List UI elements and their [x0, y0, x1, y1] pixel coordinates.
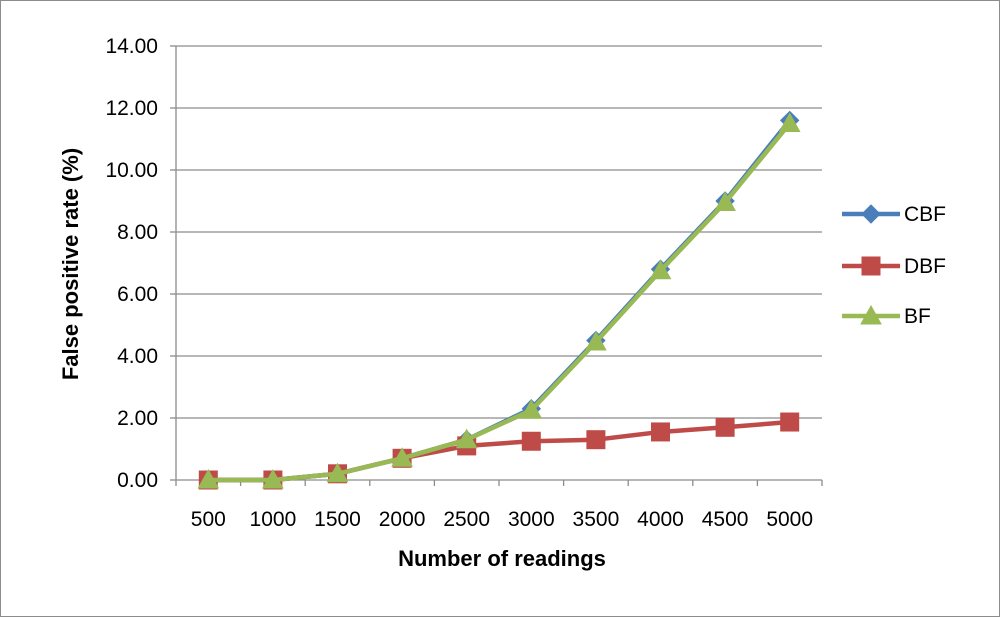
legend-marker [860, 304, 882, 325]
legend-entry-cbf: CBF [842, 203, 946, 226]
y-tick-label: 6.00 [117, 283, 158, 306]
y-tick-labels: 0.00 2.00 4.00 6.00 8.00 10.00 12.00 14.00 [105, 35, 158, 492]
data-point-bf [714, 191, 736, 212]
legend-label: BF [904, 305, 931, 328]
x-tick-label: 2500 [443, 508, 490, 531]
legend-label: DBF [904, 255, 946, 278]
series [197, 110, 801, 490]
x-tick-label: 3000 [508, 508, 555, 531]
y-tick-label: 2.00 [117, 407, 158, 430]
series-line-dbf [208, 419, 790, 483]
data-point-dbf [521, 431, 541, 451]
x-tick-label: 5000 [766, 508, 813, 531]
data-point-dbf [586, 430, 606, 450]
legend-entry-bf: BF [842, 304, 931, 328]
data-point-bf [197, 468, 220, 489]
data-point-bf [520, 399, 543, 419]
legend-marker [861, 256, 881, 276]
data-point-bf [391, 447, 413, 467]
legend-entry-dbf: DBF [842, 255, 946, 278]
y-tick-label: 10.00 [105, 159, 158, 182]
gridlines [176, 45, 822, 419]
y-tick-label: 12.00 [105, 97, 158, 120]
x-tick-label: 1500 [314, 508, 361, 531]
data-point-bf [262, 468, 284, 489]
data-point-bf [778, 112, 801, 132]
series-cbf [198, 110, 800, 490]
y-tick-label: 0.00 [117, 469, 158, 492]
y-tick-label: 8.00 [117, 221, 158, 244]
x-tick-label: 500 [191, 508, 226, 531]
y-tick-label: 4.00 [117, 345, 158, 368]
x-tick-label: 3500 [573, 508, 620, 531]
x-tick-label: 1000 [250, 508, 297, 531]
data-point-bf [455, 428, 478, 449]
legend-label: CBF [904, 203, 946, 226]
series-line-bf [208, 122, 792, 483]
data-point-dbf [651, 422, 670, 442]
series-bf [197, 112, 801, 489]
x-tick-label: 4000 [637, 508, 684, 531]
x-tick-label: 2000 [379, 508, 426, 531]
data-point-bf [585, 331, 607, 351]
x-tick-label: 4500 [702, 508, 749, 531]
data-point-bf [649, 259, 672, 280]
data-point-dbf [715, 417, 735, 437]
data-point-dbf [780, 412, 800, 432]
legend-marker [861, 204, 881, 224]
y-axis-title: False positive rate (%) [58, 148, 83, 380]
x-tick-labels: 500 1000 1500 2000 2500 3000 3500 4000 4500 5000 [191, 508, 813, 531]
x-axis-title: Number of readings [398, 546, 606, 571]
legend: CBF DBF BF [842, 203, 946, 328]
data-point-bf [326, 462, 349, 483]
y-tick-label: 14.00 [105, 35, 158, 58]
